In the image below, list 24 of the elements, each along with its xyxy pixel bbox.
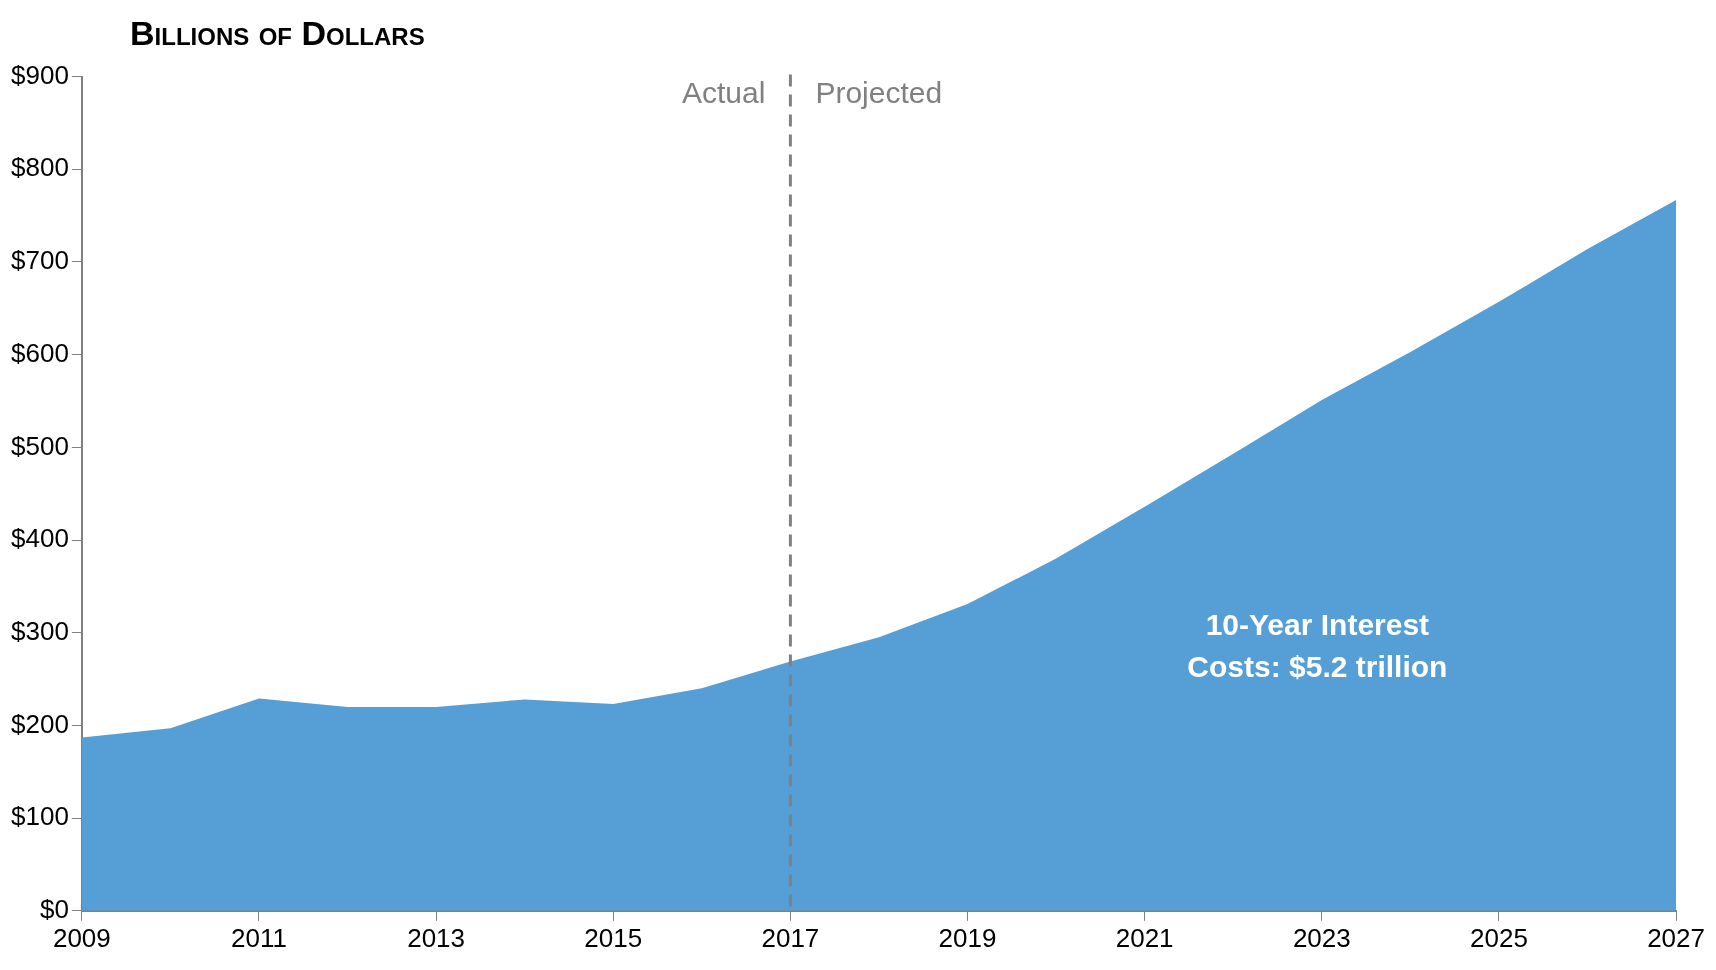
annotation: 10-Year Interest Costs: $5.2 trillion xyxy=(1187,608,1448,684)
x-tick-label: 2015 xyxy=(584,922,643,953)
annotation: Actual xyxy=(682,75,766,109)
x-tick-label: 2013 xyxy=(407,922,466,953)
x-tick-label: 2019 xyxy=(938,922,997,953)
x-tick-label: 2017 xyxy=(761,922,820,953)
y-tick-label: $500 xyxy=(11,430,69,461)
x-tick-label: 2027 xyxy=(1647,922,1705,953)
annotation: Projected xyxy=(815,75,943,109)
y-tick-label: $600 xyxy=(11,337,69,368)
x-tick-label: 2023 xyxy=(1292,922,1351,953)
y-tick-label: $400 xyxy=(11,523,69,554)
x-tick-label: 2011 xyxy=(231,922,287,953)
x-tick-label: 2021 xyxy=(1115,922,1174,953)
x-tick-label: 2009 xyxy=(52,922,111,953)
y-tick-label: $100 xyxy=(11,801,69,832)
y-tick-label: $0 xyxy=(39,893,69,924)
y-tick-label: $800 xyxy=(11,152,69,183)
y-tick-label: $700 xyxy=(11,245,69,276)
y-tick-label: $300 xyxy=(11,615,69,646)
y-tick-label: $200 xyxy=(11,708,69,739)
y-tick-label: $900 xyxy=(11,59,69,90)
chart-title: Billions of Dollars xyxy=(129,13,426,54)
x-tick-label: 2025 xyxy=(1470,922,1528,953)
